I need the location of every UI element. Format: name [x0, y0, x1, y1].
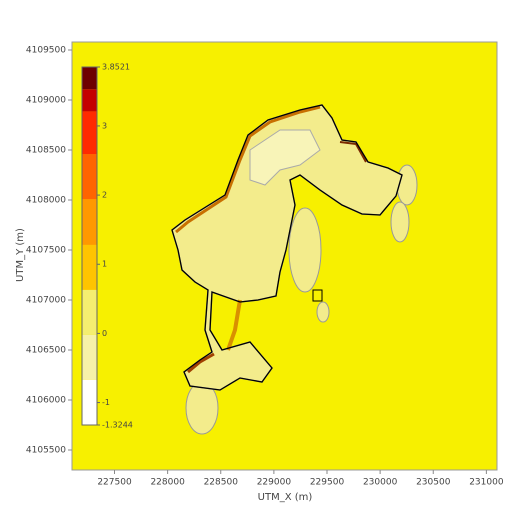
shoal [396, 164, 418, 206]
x-tick-label: 228000 [150, 478, 185, 488]
x-tick-label: 228500 [204, 478, 239, 488]
x-tick-label: 227500 [97, 478, 132, 488]
y-tick-label: 4107000 [26, 296, 66, 306]
colorbar-band [82, 289, 97, 335]
y-axis-label: UTM_Y (m) [15, 228, 26, 282]
shoal [390, 201, 410, 243]
colorbar-tick-label: -1.3244 [102, 421, 133, 430]
x-tick-label: 230000 [363, 478, 398, 488]
colorbar-band [82, 154, 97, 200]
shoal [316, 301, 330, 323]
deep-band [339, 141, 367, 163]
plot-frame [71, 41, 498, 471]
shoal [288, 207, 322, 293]
x-axis-label: UTM_X (m) [258, 492, 313, 503]
colorbar-band [82, 199, 97, 245]
y-tick-label: 4108000 [26, 196, 66, 206]
x-tick-label: 229500 [310, 478, 345, 488]
colorbar-tick-label: -1 [102, 398, 110, 407]
colorbar-tick-label: 3.8521 [102, 63, 130, 72]
colorbar-tick-label: 0 [102, 329, 107, 338]
y-tick-label: 4106000 [26, 396, 66, 406]
x-tick-label: 230500 [416, 478, 451, 488]
colorbar-frame [81, 66, 98, 426]
colorbar-band [82, 111, 97, 155]
y-tick-label: 4109500 [26, 46, 66, 56]
x-tick-label: 229000 [257, 478, 292, 488]
islet [312, 289, 323, 302]
map-shapes [171, 104, 418, 435]
deep-band [226, 299, 242, 351]
x-tick-label: 231000 [469, 478, 504, 488]
colorbar-band [82, 89, 97, 112]
colorbar-band [82, 67, 97, 90]
colorbar-tick-label: 1 [102, 260, 107, 269]
deep-band [187, 352, 215, 374]
colorbar-tick-label: 2 [102, 191, 107, 200]
inner-shallow [249, 129, 321, 186]
colorbar-band [82, 379, 97, 425]
y-tick-label: 4105500 [26, 446, 66, 456]
island-outline [171, 104, 403, 391]
y-tick-label: 4106500 [26, 346, 66, 356]
colorbar-tick-label: 3 [102, 121, 107, 130]
y-tick-label: 4109000 [26, 96, 66, 106]
colorbar-band [82, 244, 97, 290]
deep-band [175, 105, 321, 234]
colorbar-band [82, 334, 97, 380]
y-tick-label: 4107500 [26, 246, 66, 256]
y-tick-label: 4108500 [26, 146, 66, 156]
